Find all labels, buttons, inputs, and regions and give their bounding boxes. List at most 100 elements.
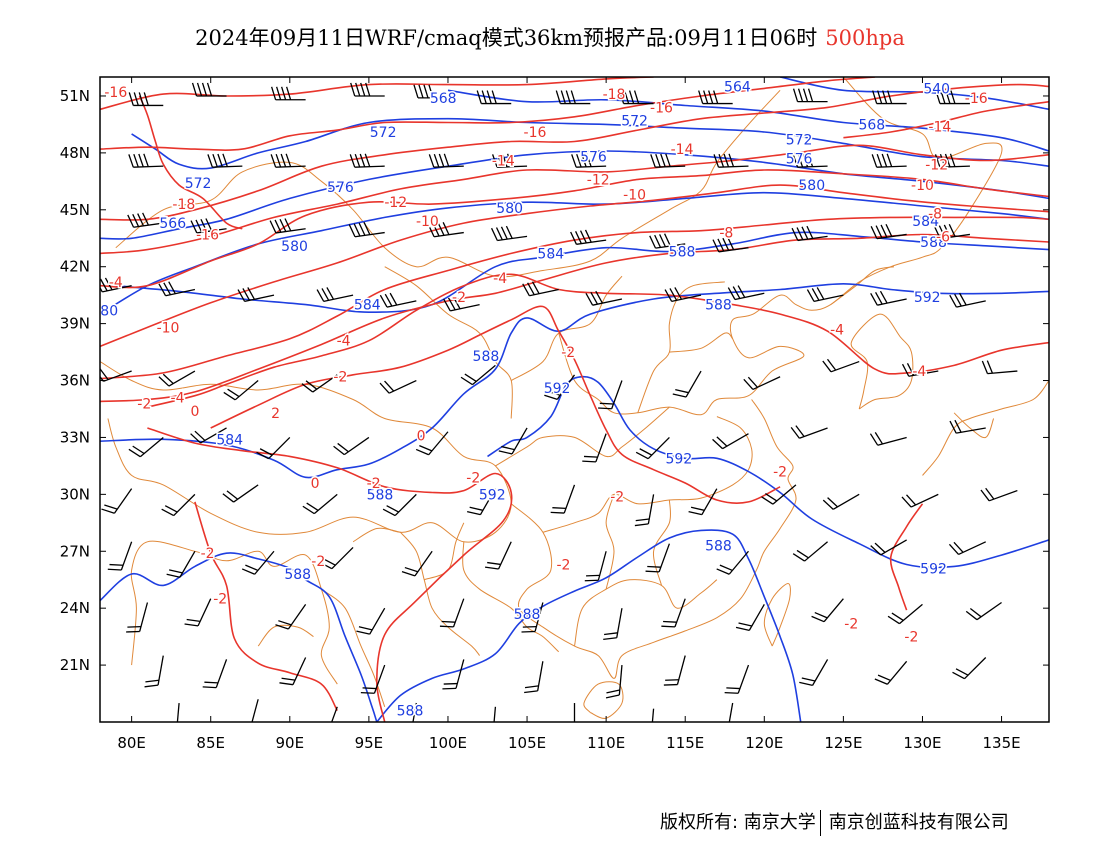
- boundary-line: [257, 624, 314, 647]
- boundary-line: [542, 416, 753, 533]
- y-tick-label: 48N: [60, 144, 90, 162]
- wind-barb: [460, 364, 496, 386]
- height-contour-592: [487, 375, 1049, 569]
- y-tick-label: 39N: [60, 315, 90, 333]
- wind-barb: [521, 602, 544, 633]
- title-main: 2024年09月11日WRF/cmaq模式36km预报产品:09月11日06时: [195, 26, 818, 50]
- temperature-contour-label: -2: [137, 396, 151, 412]
- boundary-line: [763, 583, 791, 647]
- wind-barb: [649, 233, 686, 249]
- y-tick-label: 21N: [60, 656, 90, 674]
- wind-barb: [698, 90, 733, 105]
- temperature-contour-label: -2: [452, 290, 466, 306]
- temperature-contour-label: -4: [171, 391, 185, 407]
- boundary-line: [462, 541, 560, 653]
- wind-barb: [661, 598, 686, 628]
- temperature-contour-label: -4: [109, 275, 123, 291]
- wind-barb: [128, 436, 164, 458]
- boundary-line: [669, 332, 734, 353]
- plot-frame: [99, 76, 1050, 723]
- wind-barb: [872, 90, 907, 105]
- x-tick-label: 100E: [429, 734, 467, 752]
- wind-barb: [241, 550, 275, 575]
- wind-barb: [161, 493, 196, 517]
- wind-barb: [128, 153, 164, 168]
- boundary-line: [583, 681, 624, 719]
- wind-barb: [550, 484, 576, 514]
- wind-barb: [933, 223, 971, 240]
- wind-barb: [874, 660, 908, 685]
- wind-barb: [101, 488, 133, 514]
- x-tick-label: 120E: [745, 734, 783, 752]
- wind-barb: [415, 431, 449, 456]
- wind-barb: [822, 493, 860, 510]
- wind-barb: [427, 222, 464, 238]
- temperature-contour: [100, 77, 876, 151]
- height-contour-588: [100, 282, 1049, 479]
- wind-barb: [949, 292, 986, 308]
- temperature-contour-label: -4: [493, 271, 507, 287]
- x-tick-label: 80E: [117, 734, 146, 752]
- temperature-contour: [100, 216, 1049, 380]
- wind-barb: [413, 84, 448, 99]
- wind-barb: [382, 493, 417, 517]
- wind-barb: [356, 607, 386, 635]
- boundary-line: [922, 380, 1049, 476]
- wind-barb: [605, 665, 623, 699]
- boundary-line: [653, 499, 672, 586]
- temperature-contour-label: -12: [587, 172, 610, 188]
- height-contour-label: 568: [430, 91, 457, 107]
- temperature-contour-label: -14: [492, 153, 515, 169]
- wind-barb: [901, 493, 939, 508]
- temperature-contour-label: -4: [830, 322, 844, 338]
- height-contour-label: 592: [479, 487, 506, 503]
- temperature-contour: [100, 83, 1049, 221]
- wind-barb: [584, 551, 607, 582]
- wind-barb: [571, 153, 607, 168]
- wind-barb: [716, 550, 749, 575]
- height-contour-label: 572: [621, 114, 648, 130]
- boundary-line: [830, 266, 895, 306]
- height-contour-label: 580: [281, 239, 308, 255]
- y-tick-label: 33N: [60, 428, 90, 446]
- wind-barb: [728, 702, 734, 722]
- wind-barb: [493, 706, 497, 722]
- wind-barb: [822, 358, 860, 373]
- height-contour-label: 580: [91, 303, 118, 319]
- height-contour-label: 580: [496, 201, 523, 217]
- height-contour-label: 588: [397, 704, 424, 720]
- boundary-line: [352, 527, 401, 543]
- wind-barb: [688, 488, 718, 516]
- wind-barb: [573, 703, 576, 722]
- wind-barb: [223, 380, 259, 401]
- wind-barb: [792, 541, 828, 562]
- wind-barb: [490, 225, 528, 242]
- temperature-contour: [100, 77, 654, 111]
- wind-barb: [871, 153, 907, 168]
- temperature-contour-label: -2: [311, 554, 325, 570]
- wind-barb: [349, 153, 385, 168]
- temperature-contour-label: -2: [201, 546, 215, 562]
- y-tick-label: 27N: [60, 542, 90, 560]
- wind-barb: [127, 212, 164, 228]
- temperature-contour-label: 2: [271, 406, 280, 422]
- height-contour-label: 566: [159, 216, 186, 232]
- temperature-contour: [147, 427, 513, 722]
- wind-barb: [598, 380, 623, 410]
- wind-barb: [184, 598, 212, 627]
- temperature-contour-label: -2: [904, 630, 918, 646]
- boundary-line: [495, 406, 670, 467]
- wind-barb: [544, 374, 576, 401]
- wind-barb: [467, 488, 496, 516]
- wind-barb: [279, 657, 307, 686]
- wind-barb: [524, 661, 544, 694]
- wind-barb: [270, 86, 306, 101]
- wind-barb: [492, 153, 528, 168]
- temperature-contour: [100, 169, 1049, 289]
- temperature-contour-label: -4: [337, 334, 351, 350]
- boundary-line: [605, 494, 615, 590]
- x-tick-label: 135E: [982, 734, 1020, 752]
- boundary-line: [384, 266, 513, 419]
- height-contour-label: 588: [705, 298, 732, 314]
